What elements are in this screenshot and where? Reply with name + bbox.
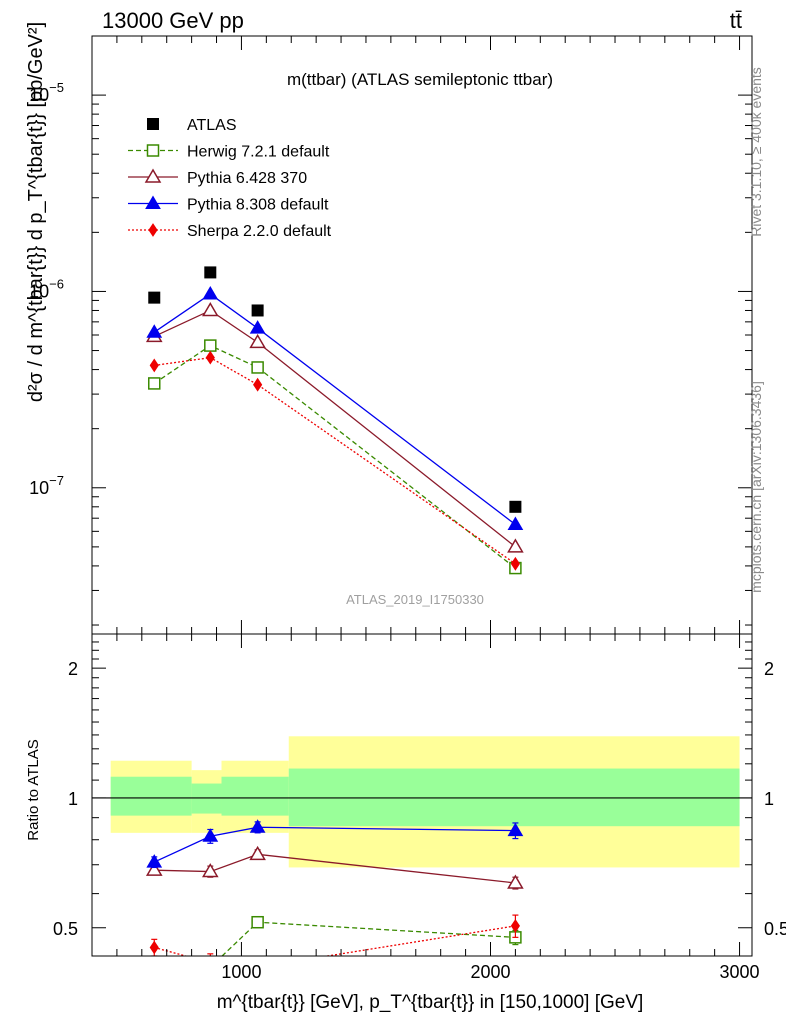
ratio-point	[146, 854, 163, 868]
x-tick-label: 3000	[720, 962, 760, 982]
ratio-y-tick-label-right: 2	[764, 659, 774, 679]
ratio-point	[145, 861, 163, 876]
ratio-y-tick-label: 1	[68, 789, 78, 809]
y-tick-label: 10−7	[29, 473, 64, 498]
main-point	[205, 350, 215, 365]
x-axis-label: m^{tbar{t}} [GeV], p_T^{tbar{t}} in [150…	[217, 992, 644, 1013]
ratio-point	[251, 915, 264, 929]
legend-entry: Pythia 6.428 370	[187, 170, 307, 187]
main-point	[148, 377, 161, 390]
legend-entry: Pythia 8.308 default	[187, 197, 329, 214]
main-series-line	[153, 293, 516, 526]
uncertainty-band-inner	[110, 776, 192, 816]
legend-marker	[147, 118, 159, 130]
ratio-point	[249, 845, 266, 861]
y-tick-label: 10−6	[29, 276, 64, 301]
ratio-series-line	[153, 826, 516, 863]
legend-marker	[146, 144, 160, 157]
main-point	[507, 516, 524, 531]
watermark: ATLAS_2019_I1750330	[346, 592, 484, 607]
ratio-y-tick-label: 0.5	[53, 919, 78, 939]
legend-marker	[145, 195, 161, 209]
legend-marker	[148, 223, 158, 237]
ratio-point	[205, 962, 216, 973]
y-tick-label: 10−5	[29, 80, 64, 105]
main-point	[251, 304, 264, 317]
uncertainty-band-inner	[191, 783, 222, 814]
x-tick-label: 2000	[470, 962, 510, 982]
ratio-point	[249, 819, 266, 833]
uncertainty-band-inner	[221, 776, 289, 816]
main-series-line	[153, 344, 516, 569]
ratio-y-tick-label-right: 0.5	[764, 919, 786, 939]
legend-entry: Sherpa 2.2.0 default	[187, 223, 332, 240]
ratio-y-axis-label: Ratio to ATLAS	[25, 739, 42, 840]
ratio-point	[201, 863, 219, 878]
main-point	[510, 556, 520, 571]
ratio-point	[149, 940, 159, 955]
main-point	[146, 324, 163, 338]
ratio-point	[507, 822, 524, 837]
main-point	[249, 320, 266, 334]
main-series-line	[154, 356, 516, 565]
ratio-series-line	[221, 921, 516, 956]
main-panel: 10−7 10−6 10−5 ATLAS_2019_I1750330	[29, 35, 753, 635]
main-point	[507, 538, 524, 553]
legend: ATLAS Herwig 7.2.1 default Pythia 6.428 37…	[128, 117, 332, 240]
mcplots-label: mcplots.cern.ch [arXiv:1306.3436]	[748, 381, 764, 593]
main-point	[253, 377, 263, 392]
main-point	[202, 286, 219, 300]
ratio-y-tick-label: 2	[68, 659, 78, 679]
main-point	[249, 333, 266, 349]
ratio-point	[510, 918, 520, 933]
legend-entry: ATLAS	[187, 117, 237, 134]
ratio-frame	[91, 633, 753, 957]
ratio-series-line	[154, 853, 516, 884]
plot-title: m(ttbar) (ATLAS semileptonic ttbar)	[287, 70, 553, 89]
ratio-point	[210, 955, 211, 956]
ratio-point	[202, 828, 219, 842]
ratio-point	[507, 874, 524, 889]
ratio-series-line	[154, 925, 516, 956]
main-y-axis-label: d²σ / d m^{tbar{t}} d p_T^{tbar{t}} [pb/…	[25, 22, 47, 402]
main-series-line	[153, 309, 516, 548]
main-point	[148, 291, 161, 304]
main-point	[509, 500, 522, 513]
header-left: 13000 GeV pp	[102, 8, 244, 33]
header-right: tt̄	[730, 8, 742, 33]
rivet-label: Rivet 3.1.10, ≥ 400k events	[748, 67, 764, 237]
legend-marker	[144, 168, 162, 183]
main-point	[149, 358, 159, 373]
main-point	[204, 339, 217, 352]
ratio-y-tick-label-right: 1	[764, 789, 774, 809]
x-tick-label: 1000	[221, 962, 261, 982]
main-point	[204, 266, 217, 279]
legend-entry: Herwig 7.2.1 default	[187, 144, 330, 161]
main-point	[201, 301, 219, 317]
main-point	[251, 361, 264, 374]
ratio-panel: 0.5 0.5 1 1 2 2 1000 2000 3000	[53, 633, 786, 982]
